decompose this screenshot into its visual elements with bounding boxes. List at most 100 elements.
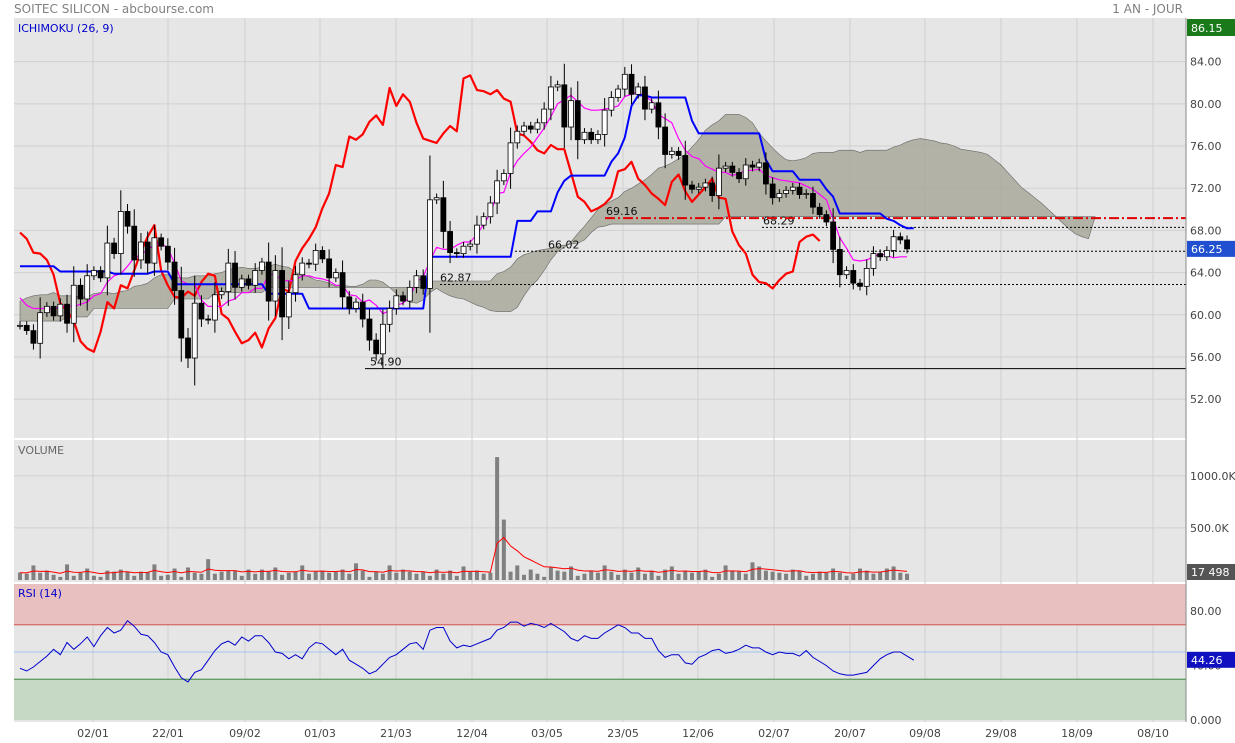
candle-body bbox=[850, 270, 857, 284]
volume-bar bbox=[340, 569, 345, 580]
volume-bar bbox=[138, 571, 143, 580]
volume-bar bbox=[810, 573, 815, 580]
volume-bar bbox=[253, 573, 258, 580]
candle-body bbox=[211, 294, 218, 321]
volume-bar bbox=[501, 519, 506, 580]
price-tick-label: 76.00 bbox=[1190, 140, 1222, 153]
candle-body bbox=[810, 193, 816, 208]
volume-bar bbox=[878, 571, 883, 580]
volume-bar bbox=[125, 571, 130, 580]
candle-body bbox=[863, 267, 870, 287]
candle-body bbox=[453, 252, 460, 255]
volume-bar bbox=[273, 567, 278, 580]
volume-bar bbox=[374, 571, 379, 580]
date-tick-label: 21/03 bbox=[380, 727, 412, 740]
volume-bar bbox=[474, 570, 479, 580]
volume-bar bbox=[286, 572, 291, 580]
candle-body bbox=[272, 270, 279, 302]
volume-bar bbox=[535, 573, 540, 580]
level-label: 62.87 bbox=[440, 272, 472, 285]
candle-body bbox=[205, 318, 212, 321]
rsi-plot bbox=[14, 584, 1186, 720]
level-label: 69.16 bbox=[606, 205, 638, 218]
date-tick-label: 22/01 bbox=[152, 727, 184, 740]
date-tick-label: 08/10 bbox=[1137, 727, 1169, 740]
candle-body bbox=[386, 308, 393, 325]
candle-body bbox=[507, 142, 514, 174]
volume-bar bbox=[259, 569, 264, 580]
date-tick-label: 02/07 bbox=[758, 727, 790, 740]
volume-bar bbox=[582, 573, 587, 580]
candle-body bbox=[198, 302, 205, 320]
price-tick-label: 80.00 bbox=[1190, 98, 1222, 111]
volume-bar bbox=[804, 575, 809, 580]
chikou-line bbox=[19, 74, 821, 353]
date-tick-label: 03/05 bbox=[531, 727, 563, 740]
candle-body bbox=[695, 186, 702, 190]
date-tick-label: 01/03 bbox=[304, 727, 336, 740]
volume-bar bbox=[206, 559, 211, 580]
candle-body bbox=[474, 224, 480, 245]
candle-body bbox=[245, 278, 252, 286]
candle-body bbox=[890, 236, 897, 251]
volume-bar bbox=[683, 570, 688, 580]
candle-body bbox=[339, 272, 346, 298]
rsi-tick-label: 80.00 bbox=[1190, 605, 1222, 618]
candle-body bbox=[574, 100, 581, 141]
candle-body bbox=[722, 165, 729, 169]
price-tick-label: 52.00 bbox=[1190, 393, 1222, 406]
date-tick-label: 12/04 bbox=[456, 727, 488, 740]
candle-body bbox=[77, 284, 84, 300]
volume-bar bbox=[401, 569, 406, 580]
volume-bar bbox=[98, 576, 103, 580]
candle-body bbox=[494, 180, 501, 204]
candle-body bbox=[500, 173, 507, 182]
candle-body bbox=[332, 272, 339, 279]
volume-bar bbox=[481, 573, 486, 580]
candle-body bbox=[420, 275, 427, 289]
volume-bar bbox=[858, 568, 862, 580]
volume-bar bbox=[112, 571, 117, 580]
volume-bar bbox=[562, 571, 567, 580]
candle-body bbox=[17, 324, 23, 327]
candle-body bbox=[185, 337, 191, 359]
volume-bar bbox=[441, 573, 446, 580]
volume-bar bbox=[354, 563, 358, 580]
volume-bar bbox=[105, 570, 110, 580]
candle-body bbox=[702, 182, 709, 188]
volume-bar bbox=[602, 565, 607, 580]
candle-body bbox=[164, 245, 171, 263]
candle-body bbox=[662, 126, 669, 155]
date-tick-label: 23/05 bbox=[607, 727, 639, 740]
volume-bar bbox=[575, 575, 580, 580]
volume-bar bbox=[609, 571, 614, 580]
volume-bar bbox=[78, 572, 83, 580]
candle-body bbox=[111, 242, 117, 255]
volume-bar bbox=[360, 570, 365, 580]
volume-panel-title: VOLUME bbox=[18, 444, 64, 457]
price-panel-title: ICHIMOKU (26, 9) bbox=[18, 22, 114, 35]
candle-body bbox=[527, 125, 534, 130]
candle-body bbox=[615, 88, 621, 98]
volume-bar bbox=[569, 566, 574, 580]
candle-body bbox=[265, 261, 272, 302]
volume-bar bbox=[797, 570, 802, 580]
axes: 84.00 80.00 76.00 72.00 68.00 64.00 60.00 56.00… bbox=[77, 18, 1235, 740]
volume-bar bbox=[508, 571, 513, 580]
cloud-area bbox=[19, 114, 1096, 322]
candle-body bbox=[178, 290, 185, 339]
candle-body bbox=[561, 84, 568, 128]
volume-bar bbox=[233, 570, 238, 580]
candle-body bbox=[393, 295, 400, 309]
volume-bar bbox=[824, 572, 829, 580]
volume-bar bbox=[649, 570, 654, 580]
volume-bar bbox=[152, 564, 157, 580]
volume-bar bbox=[347, 573, 352, 580]
volume-bar bbox=[320, 570, 325, 580]
kijun-line bbox=[20, 94, 914, 310]
volume-bar bbox=[676, 573, 681, 580]
volume-bar bbox=[723, 565, 728, 580]
volume-bar bbox=[891, 566, 896, 580]
candle-body bbox=[480, 216, 487, 226]
candle-body bbox=[756, 162, 763, 168]
